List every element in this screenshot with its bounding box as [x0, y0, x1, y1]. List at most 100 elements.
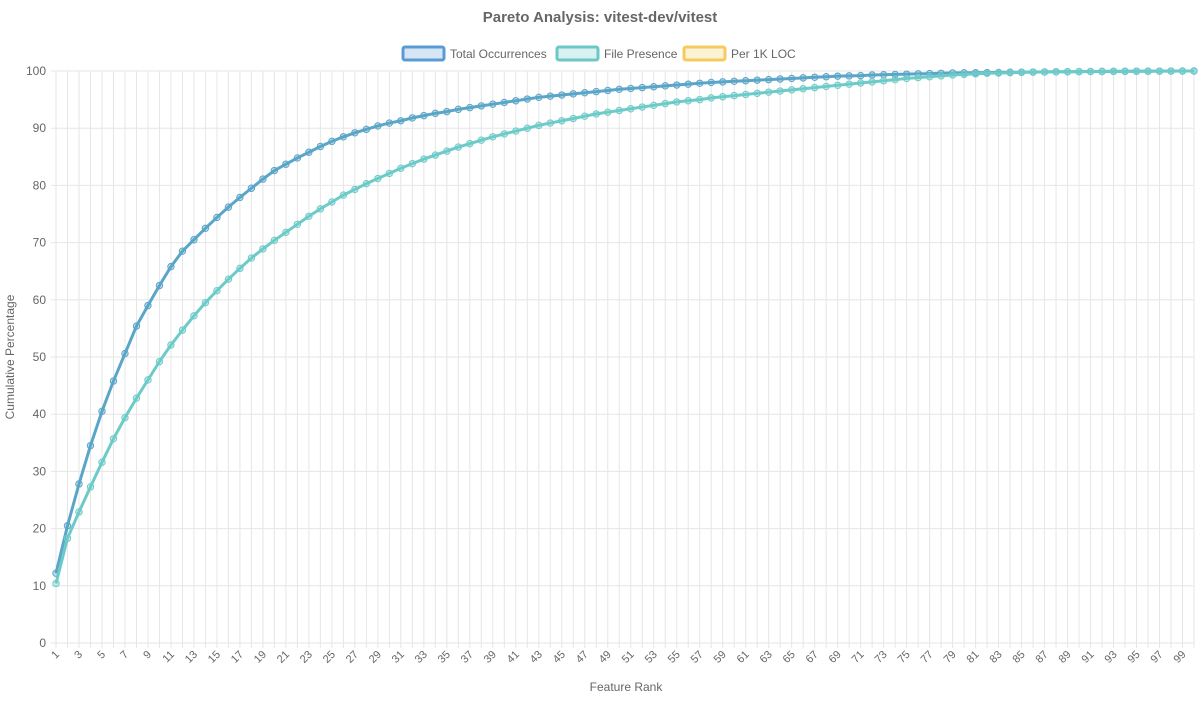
data-point[interactable] — [86, 483, 95, 491]
data-point[interactable] — [1155, 67, 1164, 75]
data-point[interactable] — [213, 213, 221, 222]
data-point[interactable] — [856, 79, 865, 87]
data-point[interactable] — [408, 114, 417, 122]
data-point[interactable] — [833, 81, 842, 90]
data-point[interactable] — [776, 87, 784, 95]
data-point[interactable] — [569, 114, 577, 123]
data-point[interactable] — [856, 71, 865, 80]
data-point[interactable] — [98, 458, 106, 466]
data-point[interactable] — [86, 441, 95, 450]
data-point[interactable] — [167, 262, 175, 271]
data-point[interactable] — [799, 85, 807, 93]
data-point[interactable] — [523, 95, 531, 103]
data-point[interactable] — [477, 102, 486, 110]
data-point[interactable] — [362, 179, 371, 188]
data-point[interactable] — [891, 70, 899, 79]
data-point[interactable] — [776, 75, 784, 83]
data-point[interactable] — [1144, 67, 1152, 75]
data-point[interactable] — [1167, 67, 1175, 75]
data-point[interactable] — [983, 69, 991, 77]
data-point[interactable] — [673, 81, 681, 89]
data-point[interactable] — [282, 228, 290, 237]
data-point[interactable] — [339, 191, 348, 199]
legend-item-file-presence[interactable]: File Presence — [555, 45, 678, 62]
data-point[interactable] — [63, 534, 72, 543]
data-point[interactable] — [1029, 68, 1037, 76]
data-point[interactable] — [879, 71, 888, 79]
data-point[interactable] — [787, 74, 796, 83]
data-point[interactable] — [535, 93, 543, 102]
data-point[interactable] — [420, 111, 428, 120]
data-point[interactable] — [201, 224, 210, 233]
legend-item-total-occurrences[interactable]: Total Occurrences — [401, 45, 547, 62]
data-point[interactable] — [443, 107, 451, 116]
data-point[interactable] — [109, 435, 118, 443]
data-point[interactable] — [316, 205, 325, 213]
data-point[interactable] — [730, 91, 738, 100]
data-point[interactable] — [144, 376, 152, 384]
data-point[interactable] — [155, 357, 164, 366]
data-point[interactable] — [673, 98, 681, 106]
data-point[interactable] — [454, 105, 463, 114]
data-point[interactable] — [489, 100, 497, 108]
data-point[interactable] — [362, 125, 371, 134]
data-point[interactable] — [868, 71, 876, 79]
data-point[interactable] — [741, 90, 750, 99]
data-point[interactable] — [937, 72, 945, 80]
data-point[interactable] — [259, 175, 267, 183]
data-point[interactable] — [75, 480, 83, 488]
data-point[interactable] — [144, 301, 152, 310]
data-point[interactable] — [397, 164, 405, 172]
data-point[interactable] — [466, 139, 474, 148]
data-point[interactable] — [615, 106, 623, 115]
data-point[interactable] — [994, 69, 1003, 77]
data-point[interactable] — [1040, 68, 1049, 76]
data-point[interactable] — [305, 212, 313, 220]
data-point[interactable] — [650, 101, 658, 110]
data-point[interactable] — [466, 103, 474, 112]
data-point[interactable] — [787, 86, 796, 94]
data-point[interactable] — [1052, 68, 1060, 76]
data-point[interactable] — [190, 236, 198, 244]
data-point[interactable] — [719, 93, 727, 101]
data-point[interactable] — [178, 247, 187, 255]
data-point[interactable] — [1098, 67, 1106, 76]
data-point[interactable] — [454, 143, 463, 151]
data-point[interactable] — [592, 110, 600, 118]
data-point[interactable] — [581, 112, 589, 120]
data-point[interactable] — [443, 147, 451, 155]
data-point[interactable] — [259, 245, 267, 253]
data-point[interactable] — [1086, 67, 1095, 76]
data-point[interactable] — [477, 136, 486, 144]
data-point[interactable] — [109, 377, 118, 385]
data-point[interactable] — [1063, 67, 1072, 76]
data-point[interactable] — [822, 73, 830, 81]
data-point[interactable] — [914, 73, 922, 82]
data-point[interactable] — [397, 117, 405, 125]
data-point[interactable] — [891, 75, 899, 84]
data-point[interactable] — [500, 130, 509, 138]
data-point[interactable] — [615, 85, 623, 94]
data-point[interactable] — [845, 72, 853, 80]
data-point[interactable] — [132, 394, 141, 402]
data-point[interactable] — [431, 151, 440, 159]
data-point[interactable] — [696, 95, 704, 104]
data-point[interactable] — [190, 312, 198, 320]
data-point[interactable] — [741, 77, 750, 85]
data-point[interactable] — [1178, 67, 1187, 75]
data-point[interactable] — [328, 137, 336, 146]
data-point[interactable] — [879, 77, 888, 85]
data-point[interactable] — [270, 166, 279, 175]
data-point[interactable] — [1017, 68, 1026, 77]
data-point[interactable] — [52, 579, 60, 588]
data-point[interactable] — [707, 78, 715, 87]
data-point[interactable] — [339, 133, 348, 141]
data-point[interactable] — [213, 286, 221, 295]
data-point[interactable] — [925, 73, 934, 81]
data-point[interactable] — [822, 82, 830, 91]
data-point[interactable] — [799, 74, 807, 82]
data-point[interactable] — [121, 349, 129, 358]
data-point[interactable] — [374, 122, 382, 130]
data-point[interactable] — [328, 198, 336, 206]
data-point[interactable] — [489, 133, 497, 141]
